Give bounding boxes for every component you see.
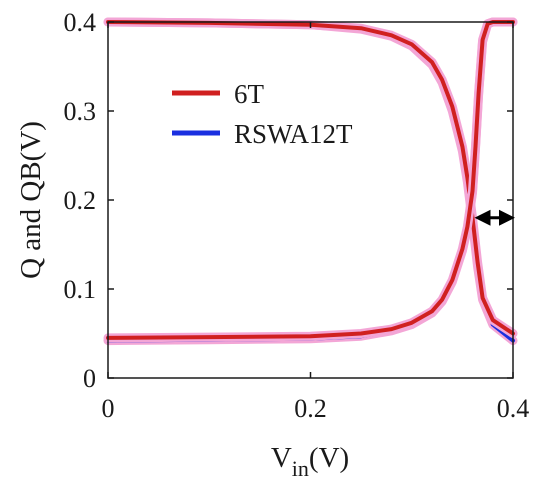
arrow-head-left	[474, 209, 491, 226]
legend: 6T RSWA12T	[172, 79, 353, 149]
y-tick-label: 0.4	[64, 8, 97, 37]
series-halo-RSWA12T-1	[103, 17, 518, 346]
series-line-RSWA12T-1	[106, 20, 515, 343]
y-axis-label: Q and QB(V)	[15, 121, 47, 279]
series-line-6T-0	[106, 20, 515, 336]
y-tick-label: 0.2	[64, 186, 97, 215]
y-tick-label: 0.1	[64, 275, 97, 304]
plot-lines	[103, 17, 518, 346]
noise-margin-arrow	[474, 209, 515, 226]
axis-ticks: 0 0.2 0.4 0 0.1 0.2 0.3 0.4	[64, 8, 530, 423]
series-line-6T-1	[106, 20, 515, 340]
legend-label-RSWA12T: RSWA12T	[234, 119, 353, 149]
y-tick-label: 0	[83, 364, 96, 393]
y-tick-label: 0.3	[64, 97, 97, 126]
plot-frame	[107, 21, 514, 379]
series-line-RSWA12T-0	[106, 20, 515, 343]
x-tick-label: 0.4	[497, 394, 530, 423]
legend-label-6T: 6T	[234, 79, 265, 109]
x-tick-label: 0	[102, 394, 115, 423]
arrow-head-right	[499, 209, 515, 226]
x-tick-label: 0.2	[294, 394, 327, 423]
x-axis-label: Vin(V)	[271, 442, 349, 481]
series-halo-RSWA12T-0	[103, 17, 518, 346]
